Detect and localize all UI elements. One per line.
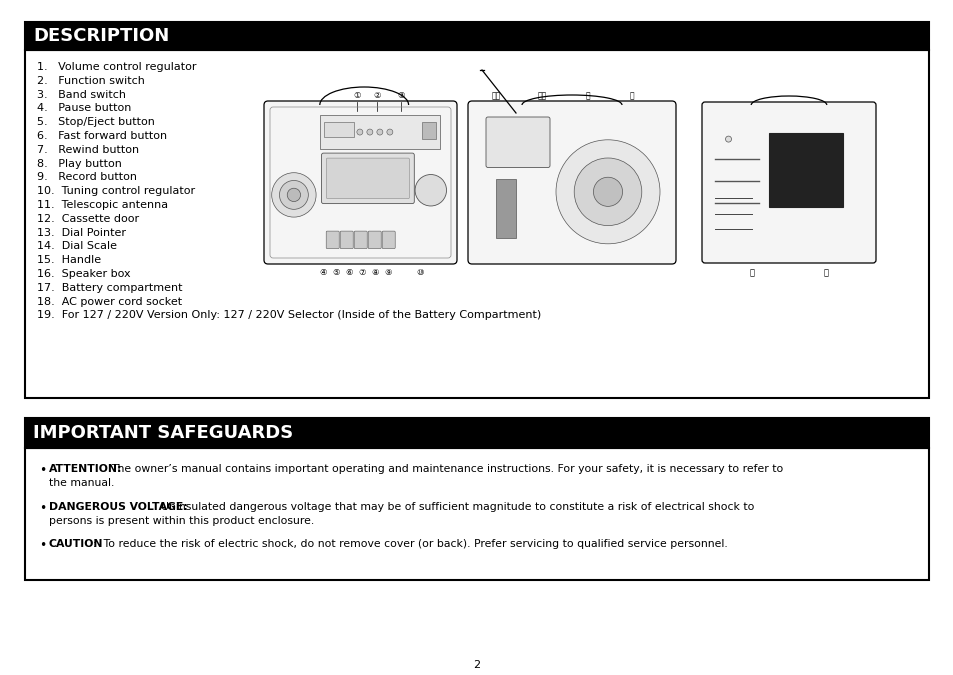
Circle shape — [574, 158, 641, 225]
Text: •: • — [39, 502, 46, 515]
Circle shape — [415, 175, 446, 206]
Circle shape — [287, 188, 300, 202]
Text: ⑧: ⑧ — [371, 268, 378, 277]
Bar — [323, 122, 354, 137]
Text: ④: ④ — [319, 268, 327, 277]
Text: 11.  Telescopic antenna: 11. Telescopic antenna — [37, 200, 168, 210]
Text: 5.   Stop/Eject button: 5. Stop/Eject button — [37, 117, 154, 127]
Text: ⑮: ⑮ — [585, 91, 590, 100]
Text: ⑥: ⑥ — [345, 268, 353, 277]
FancyBboxPatch shape — [264, 101, 456, 264]
Text: 7.   Rewind button: 7. Rewind button — [37, 145, 139, 155]
Bar — [496, 180, 516, 238]
Text: ⑰: ⑰ — [749, 268, 754, 277]
FancyBboxPatch shape — [701, 102, 875, 263]
Text: ⑬⑭: ⑬⑭ — [537, 91, 546, 100]
Bar — [25, 448, 928, 580]
Bar — [421, 122, 436, 139]
Circle shape — [556, 140, 659, 244]
Text: ATTENTION:: ATTENTION: — [49, 464, 122, 474]
Text: ⑦: ⑦ — [358, 268, 366, 277]
Text: 8.   Play button: 8. Play button — [37, 159, 122, 169]
FancyBboxPatch shape — [468, 101, 676, 264]
FancyBboxPatch shape — [326, 158, 409, 198]
Text: 4.   Pause button: 4. Pause button — [37, 103, 132, 113]
Circle shape — [725, 136, 731, 142]
Text: 3.   Band switch: 3. Band switch — [37, 90, 126, 100]
Circle shape — [367, 129, 373, 135]
Text: •: • — [39, 464, 46, 477]
Text: Uninsulated dangerous voltage that may be of sufficient magnitude to constitute : Uninsulated dangerous voltage that may b… — [161, 502, 754, 512]
Text: •: • — [39, 539, 46, 552]
Text: 2: 2 — [473, 660, 480, 670]
Bar — [25, 22, 928, 50]
Text: DESCRIPTION: DESCRIPTION — [33, 27, 169, 45]
Text: 6.   Fast forward button: 6. Fast forward button — [37, 131, 167, 141]
Text: 14.  Dial Scale: 14. Dial Scale — [37, 242, 117, 251]
Text: the manual.: the manual. — [49, 479, 114, 489]
Text: 16.  Speaker box: 16. Speaker box — [37, 269, 131, 279]
FancyBboxPatch shape — [382, 231, 395, 248]
Text: DANGEROUS VOLTAGE:: DANGEROUS VOLTAGE: — [49, 502, 188, 512]
Circle shape — [387, 129, 393, 135]
FancyBboxPatch shape — [340, 231, 353, 248]
Text: 1.   Volume control regulator: 1. Volume control regulator — [37, 62, 196, 72]
Text: ⑨: ⑨ — [384, 268, 392, 277]
Bar — [319, 115, 439, 149]
Text: 15.  Handle: 15. Handle — [37, 255, 101, 265]
Circle shape — [272, 173, 315, 217]
Text: IMPORTANT SAFEGUARDS: IMPORTANT SAFEGUARDS — [33, 424, 293, 442]
Bar — [25, 50, 928, 398]
Text: 18.  AC power cord socket: 18. AC power cord socket — [37, 296, 182, 306]
Text: :  To reduce the risk of electric shock, do not remove cover (or back). Prefer s: : To reduce the risk of electric shock, … — [92, 539, 727, 549]
Bar — [768, 133, 841, 207]
Text: ②: ② — [373, 91, 380, 100]
Text: 2.   Function switch: 2. Function switch — [37, 76, 145, 86]
FancyBboxPatch shape — [354, 231, 367, 248]
Text: CAUTION: CAUTION — [49, 539, 103, 549]
Text: ⑪⑫: ⑪⑫ — [491, 91, 500, 100]
Circle shape — [593, 178, 622, 207]
FancyBboxPatch shape — [321, 153, 414, 204]
Text: 13.  Dial Pointer: 13. Dial Pointer — [37, 227, 126, 238]
Circle shape — [279, 180, 308, 209]
Text: ⑩: ⑩ — [416, 268, 423, 277]
FancyBboxPatch shape — [485, 117, 550, 167]
FancyBboxPatch shape — [368, 231, 381, 248]
Text: 19.  For 127 / 220V Version Only: 127 / 220V Selector (Inside of the Battery Com: 19. For 127 / 220V Version Only: 127 / 2… — [37, 310, 540, 321]
Text: The owner’s manual contains important operating and maintenance instructions. Fo: The owner’s manual contains important op… — [111, 464, 782, 474]
Text: 17.  Battery compartment: 17. Battery compartment — [37, 283, 182, 293]
Text: 9.   Record button: 9. Record button — [37, 172, 137, 182]
Bar — [25, 418, 928, 448]
Text: 12.  Cassette door: 12. Cassette door — [37, 214, 139, 224]
Text: ⑯: ⑯ — [629, 91, 634, 100]
Text: persons is present within this product enclosure.: persons is present within this product e… — [49, 516, 314, 526]
Text: ⑤: ⑤ — [333, 268, 340, 277]
Circle shape — [376, 129, 382, 135]
Circle shape — [356, 129, 362, 135]
Text: ⑱: ⑱ — [822, 268, 827, 277]
Text: ③: ③ — [397, 91, 404, 100]
Text: ①: ① — [353, 91, 360, 100]
FancyBboxPatch shape — [326, 231, 339, 248]
Text: 10.  Tuning control regulator: 10. Tuning control regulator — [37, 186, 195, 196]
